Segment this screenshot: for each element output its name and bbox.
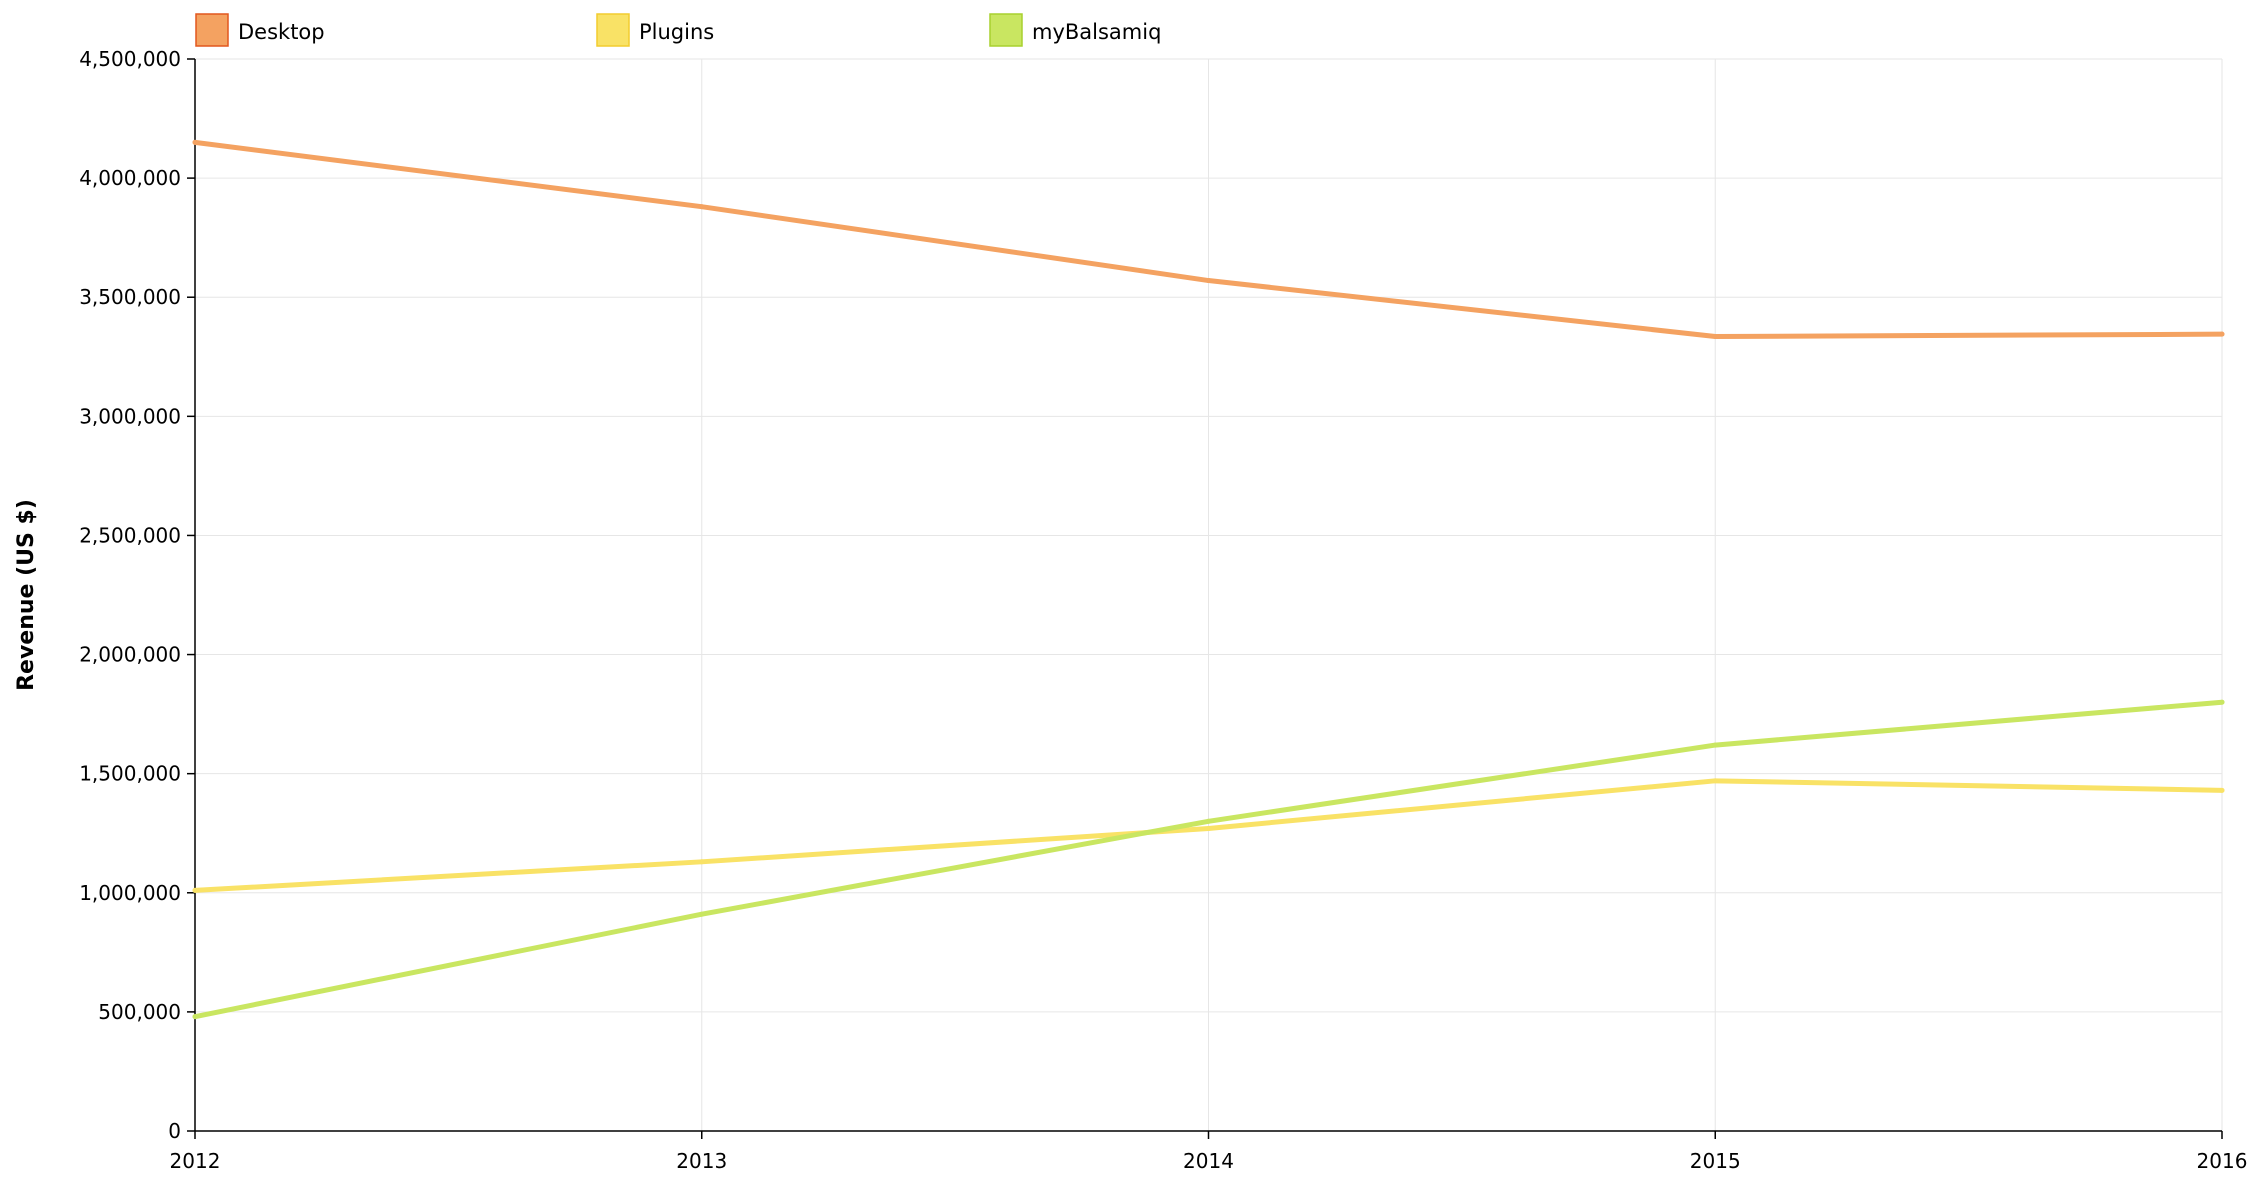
data-point-desktop	[1712, 334, 1718, 340]
data-point-mybalsamiq	[1206, 818, 1211, 824]
data-point-desktop	[699, 204, 705, 210]
legend-item-mybalsamiq[interactable]: myBalsamiq	[989, 13, 1161, 47]
data-point-plugins	[1206, 825, 1211, 831]
data-point-plugins	[192, 887, 198, 893]
legend-item-plugins[interactable]: Plugins	[596, 13, 714, 47]
y-tick-label: 500,000	[98, 1000, 181, 1024]
x-tick-label: 2016	[2197, 1149, 2248, 1173]
data-point-mybalsamiq	[1712, 742, 1718, 748]
series-layer	[192, 139, 2225, 1020]
x-tick-label: 2015	[1690, 1149, 1741, 1173]
legend-swatch-desktop	[195, 13, 229, 47]
data-point-plugins	[699, 859, 705, 865]
grid-layer	[195, 58, 2223, 1131]
legend-label-desktop: Desktop	[238, 20, 325, 44]
data-point-mybalsamiq	[699, 911, 705, 917]
legend-item-desktop[interactable]: Desktop	[195, 13, 325, 47]
x-tick-label: 2014	[1183, 1149, 1234, 1173]
x-tick-label: 2012	[170, 1149, 221, 1173]
legend: Desktop Plugins myBalsamiq	[195, 13, 1161, 47]
y-tick-label: 2,000,000	[79, 643, 181, 667]
legend-label-mybalsamiq: myBalsamiq	[1032, 20, 1161, 44]
y-tick-label: 1,500,000	[79, 762, 181, 786]
y-axis-title: Revenue (US $)	[14, 499, 39, 691]
data-point-desktop	[2219, 331, 2225, 337]
y-tick-label: 4,500,000	[79, 47, 181, 71]
y-tick-label: 3,500,000	[79, 285, 181, 309]
y-tick-label: 0	[168, 1119, 181, 1143]
y-tick-label: 4,000,000	[79, 166, 181, 190]
axis-layer: 0 500,000 1,000,000 1,500,000 2,000,000 2,500…	[79, 47, 2247, 1173]
data-point-plugins	[1712, 778, 1718, 784]
legend-swatch-plugins	[596, 13, 630, 47]
x-tick-label: 2013	[676, 1149, 727, 1173]
y-tick-label: 3,000,000	[79, 404, 181, 428]
y-tick-label: 2,500,000	[79, 523, 181, 547]
data-point-desktop	[1206, 278, 1211, 284]
data-point-desktop	[192, 139, 198, 145]
data-point-mybalsamiq	[192, 1014, 198, 1020]
legend-swatch-mybalsamiq	[989, 13, 1023, 47]
data-point-mybalsamiq	[2219, 699, 2225, 705]
legend-label-plugins: Plugins	[639, 20, 714, 44]
data-point-plugins	[2219, 787, 2225, 793]
y-tick-label: 1,000,000	[79, 881, 181, 905]
